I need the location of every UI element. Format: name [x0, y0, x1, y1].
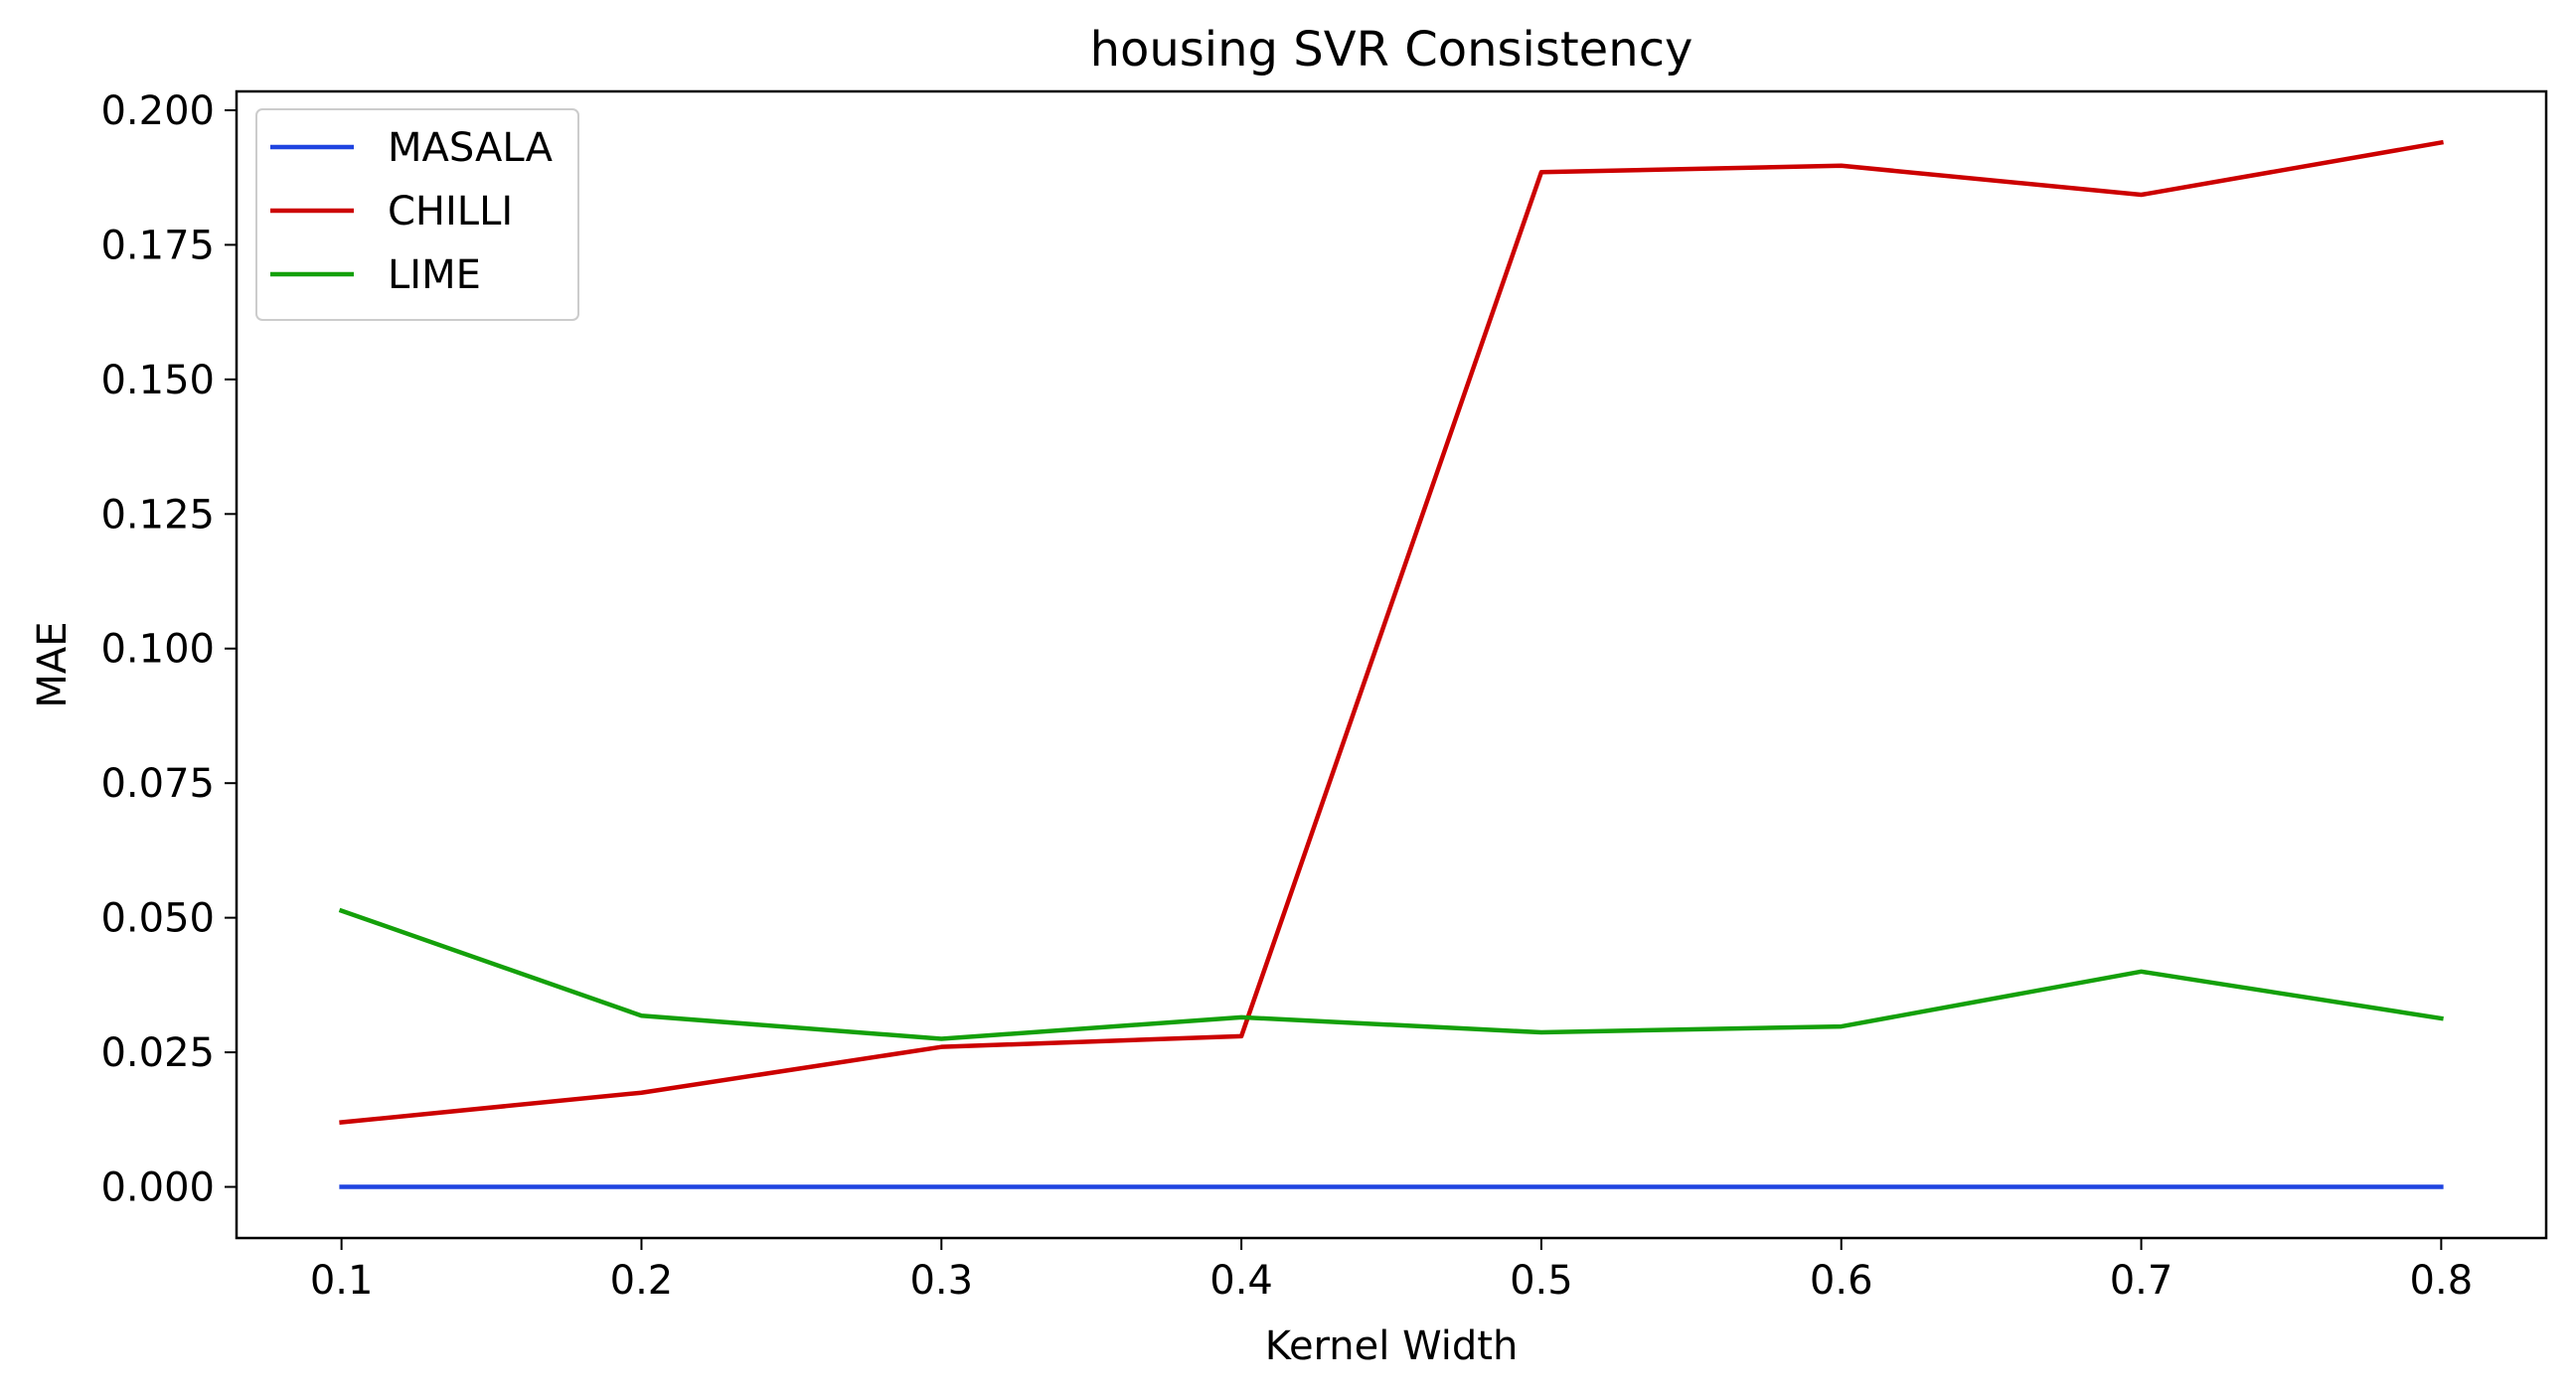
chart-title: housing SVR Consistency	[1090, 22, 1693, 78]
x-tick-label: 0.7	[2110, 1258, 2174, 1304]
series-line-chilli	[339, 139, 2444, 1125]
x-tick-label: 0.8	[2410, 1258, 2474, 1304]
y-tick-label: 0.175	[100, 223, 215, 268]
plot-area-frame	[235, 89, 2548, 1240]
legend: MASALA CHILLI LIME	[255, 108, 579, 321]
y-tick-label: 0.000	[100, 1165, 215, 1211]
y-tick-label: 0.200	[100, 88, 215, 134]
series-layer	[338, 139, 2444, 1189]
series-line-lime	[338, 907, 2444, 1041]
legend-label-masala: MASALA	[388, 125, 554, 171]
x-tick-label: 0.4	[1209, 1258, 1273, 1304]
x-tick-label: 0.1	[310, 1258, 374, 1304]
y-axis-ticks: 0.000 0.025 0.050 0.075 0.100 0.125 0.150 0.175…	[100, 88, 237, 1211]
legend-box	[255, 108, 579, 321]
x-tick-label: 0.5	[1510, 1258, 1573, 1304]
x-axis-ticks: 0.1 0.2 0.3 0.4 0.5 0.6 0.7 0.8	[310, 1238, 2473, 1304]
y-tick-label: 0.075	[100, 761, 215, 807]
x-tick-label: 0.3	[909, 1258, 973, 1304]
y-tick-label: 0.150	[100, 358, 215, 403]
legend-label-lime: LIME	[388, 252, 481, 298]
x-tick-label: 0.2	[610, 1258, 674, 1304]
x-axis-label: Kernel Width	[1265, 1323, 1519, 1369]
y-tick-label: 0.050	[100, 896, 215, 942]
x-tick-label: 0.6	[1810, 1258, 1873, 1304]
y-tick-label: 0.125	[100, 492, 215, 538]
y-tick-label: 0.100	[100, 627, 215, 673]
y-tick-label: 0.025	[100, 1030, 215, 1076]
legend-label-chilli: CHILLI	[388, 189, 513, 234]
y-axis-label: MAE	[30, 621, 76, 707]
